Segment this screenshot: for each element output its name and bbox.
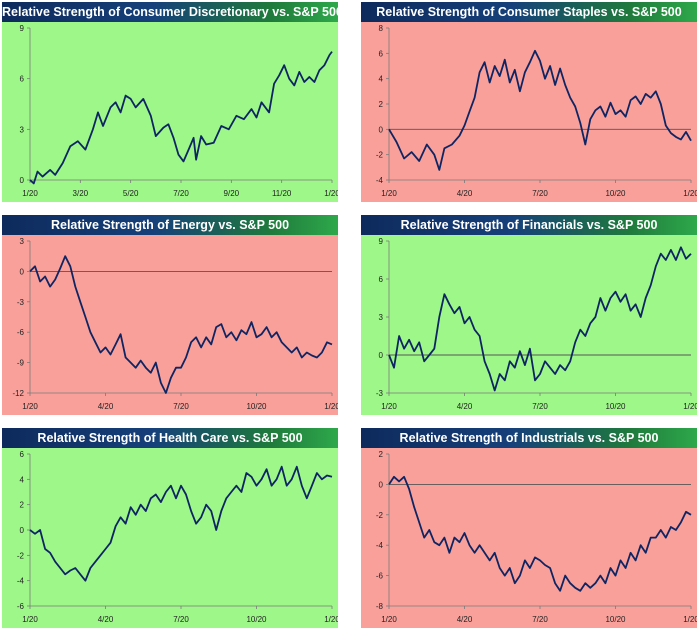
chart-title-4: Relative Strength of Financials vs. S&P … bbox=[361, 215, 697, 235]
y-tick-label: -2 bbox=[376, 151, 384, 160]
plot-background bbox=[2, 22, 338, 202]
y-tick-label: 0 bbox=[379, 125, 384, 134]
y-tick-label: 0 bbox=[20, 267, 25, 276]
chart-panel-3: Relative Strength of Energy vs. S&P 500 … bbox=[2, 215, 338, 415]
chart-plot-5: -6 -4 -2 0 2 4 6 1/20 4/20 7/20 10/20 1/20 bbox=[2, 448, 338, 628]
x-tick-label: 7/20 bbox=[532, 189, 548, 198]
y-tick-label: 6 bbox=[379, 49, 384, 58]
x-tick-label: 4/20 bbox=[98, 402, 114, 411]
y-tick-label: 6 bbox=[20, 75, 25, 84]
chart-title-5: Relative Strength of Health Care vs. S&P… bbox=[2, 428, 338, 448]
y-tick-label: -2 bbox=[376, 511, 384, 520]
y-tick-label: -3 bbox=[376, 389, 384, 398]
y-tick-label: -4 bbox=[17, 577, 25, 586]
x-tick-label: 1/20 bbox=[683, 189, 697, 198]
chart-title-2: Relative Strength of Consumer Staples vs… bbox=[361, 2, 697, 22]
y-tick-label: 3 bbox=[20, 125, 25, 134]
series-line bbox=[29, 465, 333, 582]
x-tick-label: 11/20 bbox=[272, 189, 292, 198]
x-tick-label: 7/20 bbox=[532, 615, 548, 624]
y-tick-label: 2 bbox=[20, 501, 25, 510]
chart-plot-2: -4 -2 0 2 4 6 8 1/20 4/20 7/20 10/20 1/20 bbox=[361, 22, 697, 202]
x-tick-label: 10/20 bbox=[605, 615, 626, 624]
x-tick-label: 1/20 bbox=[22, 402, 38, 411]
plot-background bbox=[2, 235, 338, 415]
x-tick-label: 1/20 bbox=[22, 189, 38, 198]
x-tick-label: 1/20 bbox=[22, 615, 38, 624]
chart-panel-4: Relative Strength of Financials vs. S&P … bbox=[361, 215, 697, 415]
y-tick-label: -3 bbox=[17, 298, 25, 307]
plot-background bbox=[361, 448, 697, 628]
plot-background bbox=[2, 448, 338, 628]
series-line bbox=[388, 475, 692, 592]
chart-panel-5: Relative Strength of Health Care vs. S&P… bbox=[2, 428, 338, 628]
y-tick-label: 9 bbox=[20, 24, 25, 33]
x-tick-label: 7/20 bbox=[173, 189, 189, 198]
x-tick-label: 1/20 bbox=[381, 402, 397, 411]
x-tick-label: 9/20 bbox=[224, 189, 240, 198]
y-tick-label: 6 bbox=[379, 275, 384, 284]
chart-plot-6: -8 -6 -4 -2 0 2 1/20 4/20 7/20 10/20 1/20 bbox=[361, 448, 697, 628]
x-tick-label: 4/20 bbox=[457, 189, 473, 198]
x-tick-label: 1/20 bbox=[324, 189, 338, 198]
x-tick-label: 10/20 bbox=[246, 615, 267, 624]
x-tick-label: 1/20 bbox=[683, 615, 697, 624]
y-tick-label: -4 bbox=[376, 541, 384, 550]
y-tick-label: 2 bbox=[379, 100, 384, 109]
y-tick-label: -6 bbox=[17, 328, 25, 337]
y-tick-label: -6 bbox=[17, 602, 25, 611]
chart-panel-2: Relative Strength of Consumer Staples vs… bbox=[361, 2, 697, 202]
y-tick-label: -8 bbox=[376, 602, 384, 611]
x-tick-label: 4/20 bbox=[457, 402, 473, 411]
x-tick-label: 3/20 bbox=[73, 189, 89, 198]
y-tick-label: 4 bbox=[20, 475, 25, 484]
y-tick-label: 3 bbox=[379, 313, 384, 322]
series-line bbox=[29, 51, 333, 185]
chart-title-3: Relative Strength of Energy vs. S&P 500 bbox=[2, 215, 338, 235]
x-tick-label: 1/20 bbox=[324, 615, 338, 624]
x-tick-label: 10/20 bbox=[605, 189, 626, 198]
x-tick-label: 1/20 bbox=[381, 189, 397, 198]
chart-panel-1: Relative Strength of Consumer Discretion… bbox=[2, 2, 338, 202]
plot-background bbox=[361, 235, 697, 415]
x-tick-label: 7/20 bbox=[173, 615, 189, 624]
x-tick-label: 4/20 bbox=[457, 615, 473, 624]
chart-title-6: Relative Strength of Industrials vs. S&P… bbox=[361, 428, 697, 448]
y-tick-label: 2 bbox=[379, 450, 384, 459]
y-tick-label: 0 bbox=[20, 176, 25, 185]
series-line bbox=[29, 255, 333, 394]
y-tick-label: 3 bbox=[20, 237, 25, 246]
plot-background bbox=[361, 22, 697, 202]
y-tick-label: -9 bbox=[17, 359, 25, 368]
y-tick-label: -6 bbox=[376, 572, 384, 581]
x-tick-label: 1/20 bbox=[324, 402, 338, 411]
y-tick-label: 4 bbox=[379, 75, 384, 84]
y-tick-label: 0 bbox=[379, 351, 384, 360]
y-tick-label: 6 bbox=[20, 450, 25, 459]
y-tick-label: -4 bbox=[376, 176, 384, 185]
x-tick-label: 10/20 bbox=[246, 402, 267, 411]
chart-title-1: Relative Strength of Consumer Discretion… bbox=[2, 2, 338, 22]
y-tick-label: -2 bbox=[17, 551, 25, 560]
y-tick-label: 0 bbox=[379, 480, 384, 489]
chart-plot-4: -3 0 3 6 9 1/20 4/20 7/20 10/20 1/20 bbox=[361, 235, 697, 415]
x-tick-label: 4/20 bbox=[98, 615, 114, 624]
y-tick-label: 9 bbox=[379, 237, 384, 246]
chart-plot-3: -12 -9 -6 -3 0 3 1/20 4/20 7/20 10/20 1/20 bbox=[2, 235, 338, 415]
x-tick-label: 1/20 bbox=[683, 402, 697, 411]
y-tick-label: -12 bbox=[12, 389, 24, 398]
x-tick-label: 1/20 bbox=[381, 615, 397, 624]
x-tick-label: 10/20 bbox=[605, 402, 626, 411]
series-line bbox=[388, 49, 692, 171]
x-tick-label: 5/20 bbox=[123, 189, 139, 198]
x-tick-label: 7/20 bbox=[532, 402, 548, 411]
x-tick-label: 7/20 bbox=[173, 402, 189, 411]
series-line bbox=[388, 246, 692, 392]
y-tick-label: 0 bbox=[20, 526, 25, 535]
chart-plot-1: 0 3 6 9 1/20 3/20 5/20 7/20 9/20 11/20 1/20 bbox=[2, 22, 338, 202]
y-tick-label: 8 bbox=[379, 24, 384, 33]
chart-panel-6: Relative Strength of Industrials vs. S&P… bbox=[361, 428, 697, 628]
